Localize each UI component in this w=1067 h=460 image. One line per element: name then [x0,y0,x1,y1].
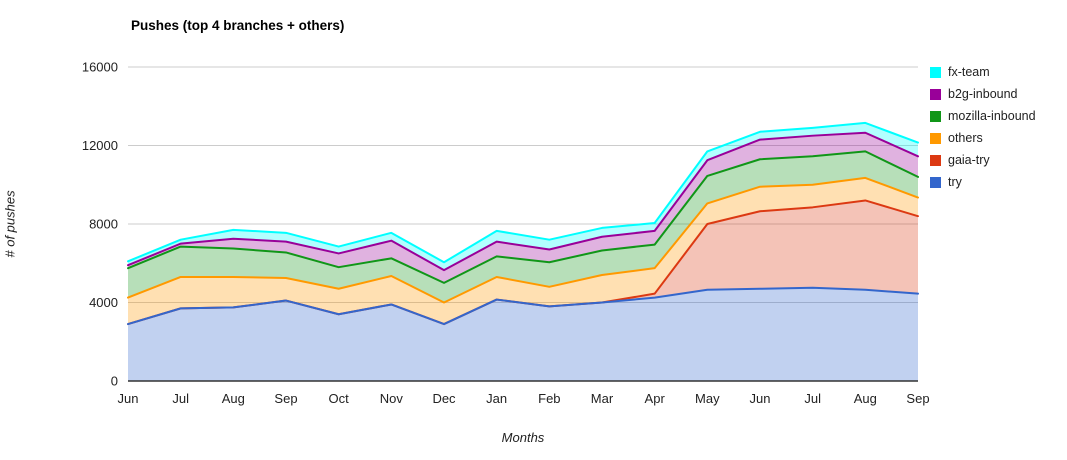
x-tick-label: Sep [274,391,297,406]
mozilla-inbound-area[interactable] [128,151,918,303]
b2g-inbound-legend-swatch [930,88,941,100]
x-tick-label: Jul [804,391,821,406]
legend-item-others: others [930,127,1036,149]
x-tick-label: Feb [538,391,560,406]
fx-team-line[interactable] [127,121,919,264]
x-tick-label: Nov [380,391,404,406]
x-tick-label: Jan [486,391,507,406]
y-tick-label: 8000 [89,217,118,232]
x-axis-title: Months [501,430,545,445]
x-tick-label: Aug [854,391,877,406]
x-tick-label: Apr [645,391,666,406]
x-tick-label: Dec [432,391,456,406]
b2g-inbound-line[interactable] [127,131,919,272]
x-tick-label: Jun [750,391,771,406]
try-line[interactable] [127,286,919,326]
legend-label: gaia-try [948,153,990,167]
legend-label: others [948,131,983,145]
fx-team-area[interactable] [128,122,918,271]
x-tick-label: May [695,391,720,406]
others-area[interactable] [128,177,918,325]
chart-legend: fx-team b2g-inbound mozilla-inbound others g… [930,61,1036,193]
legend-label: mozilla-inbound [948,109,1036,123]
x-tick-label: Mar [591,391,614,406]
b2g-inbound-area[interactable] [128,132,918,283]
legend-item-try: try [930,171,1036,193]
fx-team-legend-swatch [930,66,941,78]
legend-label: fx-team [948,65,990,79]
y-tick-label: 16000 [82,60,118,75]
y-tick-label: 0 [111,374,118,389]
y-tick-label: 12000 [82,138,118,153]
x-tick-label: Aug [222,391,245,406]
y-tick-label: 4000 [89,295,118,310]
x-tick-label: Jul [172,391,189,406]
try-legend-swatch [930,176,941,188]
legend-item-mozilla-inbound: mozilla-inbound [930,105,1036,127]
legend-item-b2g-inbound: b2g-inbound [930,83,1036,105]
gaia-try-area[interactable] [128,200,918,325]
legend-item-gaia-try: gaia-try [930,149,1036,171]
x-tick-label: Sep [906,391,929,406]
legend-label: try [948,175,962,189]
chart-title: Pushes (top 4 branches + others) [131,18,345,33]
legend-label: b2g-inbound [948,87,1018,101]
mozilla-inbound-legend-swatch [930,110,941,122]
others-line[interactable] [127,176,919,304]
x-tick-label: Jun [118,391,139,406]
mozilla-inbound-line[interactable] [127,150,919,284]
x-tick-label: Oct [329,391,350,406]
gaia-try-legend-swatch [930,154,941,166]
others-legend-swatch [930,132,941,144]
legend-item-fx-team: fx-team [930,61,1036,83]
